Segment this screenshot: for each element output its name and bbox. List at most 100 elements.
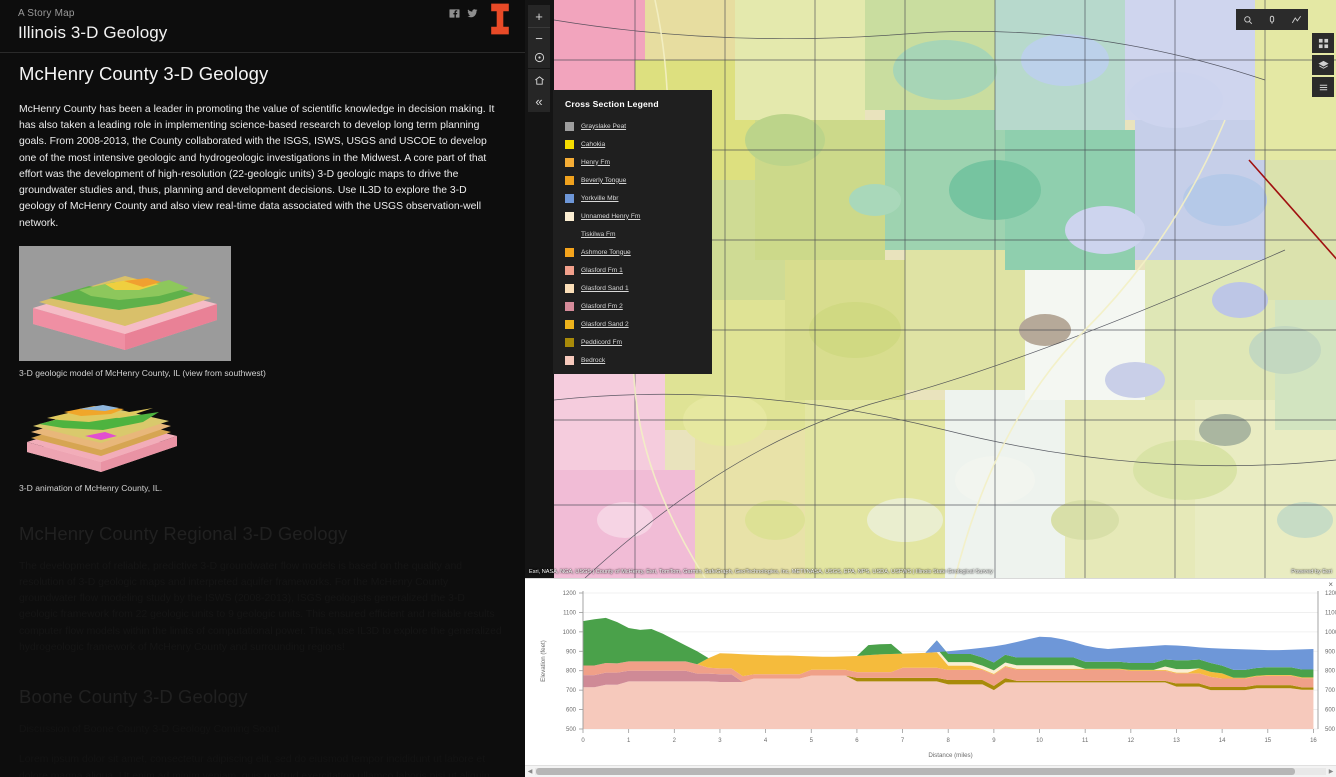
- illinois-logo-icon: [491, 3, 509, 35]
- story-title: Illinois 3-D Geology: [18, 23, 168, 42]
- legend-item[interactable]: Beverly Tongue: [565, 171, 702, 189]
- map-attribution: Esri, NASA, NGA, USGS | County of McHenr…: [525, 566, 1336, 578]
- legend-item-label[interactable]: Bedrock: [581, 356, 606, 364]
- x-tick-label: 8: [947, 738, 951, 744]
- scrollbar-track[interactable]: [535, 768, 1326, 775]
- story-body: McHenry County 3-D Geology McHenry Count…: [0, 53, 525, 777]
- legend-list-icon[interactable]: [1312, 77, 1334, 97]
- figure-geologic-model: 3-D geologic model of McHenry County, IL…: [19, 245, 503, 378]
- geologic-block-model-graphic: [33, 275, 217, 350]
- section-paragraph: Discussion of Boone County 3-D Geology C…: [19, 724, 280, 736]
- x-tick-label: 14: [1219, 738, 1226, 744]
- zoom-out-button[interactable]: −: [528, 27, 550, 49]
- navigation-controls: [528, 46, 550, 92]
- zoom-in-button[interactable]: +: [528, 5, 550, 27]
- x-tick-label: 7: [901, 738, 905, 744]
- legend-item[interactable]: Glasford Sand 1: [565, 279, 702, 297]
- legend-item-label[interactable]: Glasford Sand 2: [581, 320, 629, 328]
- legend-item-label[interactable]: Yorkville Mbr: [581, 194, 619, 202]
- y-tick-label: 1200: [563, 591, 577, 597]
- legend-item-label[interactable]: Henry Fm: [581, 158, 610, 166]
- x-tick-label: 6: [855, 738, 859, 744]
- legend-item[interactable]: Bedrock: [565, 351, 702, 369]
- y-tick-label-right: 1000: [1325, 630, 1336, 636]
- layers-icon[interactable]: [1312, 55, 1334, 75]
- profile-line-icon[interactable]: [1284, 9, 1308, 30]
- x-tick-label: 2: [673, 738, 677, 744]
- legend-item-label[interactable]: Ashmore Tongue: [581, 248, 631, 256]
- x-tick-label: 12: [1127, 738, 1134, 744]
- y-tick-label: 1100: [563, 610, 577, 616]
- legend-title: Cross Section Legend: [565, 99, 659, 109]
- legend-item[interactable]: Yorkville Mbr: [565, 189, 702, 207]
- scrollbar-thumb[interactable]: [536, 768, 1296, 775]
- x-tick-label: 0: [581, 738, 585, 744]
- home-icon[interactable]: [528, 69, 550, 91]
- legend-item-label[interactable]: Peddicord Fm: [581, 338, 623, 346]
- facebook-icon[interactable]: [449, 8, 460, 19]
- legend-swatch: [565, 211, 574, 221]
- measure-icon[interactable]: [1260, 9, 1284, 30]
- y-axis-title: Elevation (feet): [540, 640, 547, 682]
- compass-icon[interactable]: [528, 46, 550, 68]
- chart-tick-labels: 5005006006007007008008009009001000100011…: [540, 591, 1336, 759]
- collapse-legend-button[interactable]: «: [528, 90, 550, 112]
- legend-item[interactable]: Glasford Sand 2: [565, 315, 702, 333]
- legend-swatch: [565, 337, 574, 347]
- y-tick-label-right: 700: [1325, 688, 1336, 694]
- x-tick-label: 4: [764, 738, 768, 744]
- legend-item-label[interactable]: Grayslake Peat: [581, 122, 627, 130]
- elevation-profile-chart[interactable]: 5005006006007007008008009009001000100011…: [525, 581, 1336, 763]
- legend-item-label[interactable]: Glasford Fm 1: [581, 266, 623, 274]
- legend-item[interactable]: Ashmore Tongue: [565, 243, 702, 261]
- legend-swatch: [565, 355, 574, 365]
- y-tick-label: 600: [566, 708, 577, 714]
- x-tick-label: 10: [1036, 738, 1043, 744]
- legend-item-label[interactable]: Glasford Sand 1: [581, 284, 629, 292]
- legend-swatch: [565, 121, 574, 131]
- figure-image-3d-model[interactable]: [19, 245, 231, 361]
- legend-item[interactable]: Cahokia: [565, 135, 702, 153]
- legend-item-label[interactable]: Unnamed Henry Fm: [581, 212, 641, 220]
- legend-item-label[interactable]: Cahokia: [581, 140, 606, 148]
- legend-item[interactable]: Peddicord Fm: [565, 333, 702, 351]
- y-tick-label-right: 800: [1325, 669, 1336, 675]
- search-icon[interactable]: [1236, 9, 1260, 30]
- legend-item[interactable]: Unnamed Henry Fm: [565, 207, 702, 225]
- x-tick-label: 16: [1310, 738, 1317, 744]
- chart-axes: [582, 591, 1319, 729]
- x-tick-label: 13: [1173, 738, 1180, 744]
- map-view[interactable]: + − «: [525, 0, 1336, 578]
- legend-swatch: [565, 265, 574, 275]
- legend-item[interactable]: Glasford Fm 1: [565, 261, 702, 279]
- legend-swatch: [565, 247, 574, 257]
- legend-item[interactable]: Grayslake Peat: [565, 117, 702, 135]
- legend-item[interactable]: Glasford Fm 2: [565, 297, 702, 315]
- legend-item-label[interactable]: Tiskilwa Fm: [581, 230, 616, 238]
- map-top-toolbar: [1236, 9, 1308, 30]
- close-icon[interactable]: ×: [1328, 580, 1333, 589]
- x-tick-label: 1: [627, 738, 631, 744]
- legend-item[interactable]: Henry Fm: [565, 153, 702, 171]
- scroll-right-arrow[interactable]: ▶: [1328, 769, 1334, 775]
- story-title-row: Illinois 3-D Geology: [0, 19, 525, 53]
- y-tick-label: 900: [566, 649, 577, 655]
- twitter-icon[interactable]: [467, 8, 478, 19]
- x-tick-label: 15: [1264, 738, 1271, 744]
- section-paragraph: Lorem ipsum dolor sit amet, consectetur …: [19, 754, 490, 777]
- legend-item[interactable]: Tiskilwa Fm: [565, 225, 702, 243]
- legend-swatch: [565, 157, 574, 167]
- chart-horizontal-scrollbar[interactable]: ◀ ▶: [525, 765, 1336, 777]
- story-header: A Story Map: [0, 0, 525, 19]
- legend-item-label[interactable]: Beverly Tongue: [581, 176, 627, 184]
- figure-image-3d-animation[interactable]: [19, 398, 184, 476]
- legend-list: Grayslake Peat Cahokia Henry Fm Beverly Ton…: [565, 117, 702, 369]
- y-tick-label-right: 600: [1325, 708, 1336, 714]
- figure-caption: 3-D geologic model of McHenry County, IL…: [19, 367, 266, 378]
- x-tick-label: 9: [992, 738, 996, 744]
- legend-item-label[interactable]: Glasford Fm 2: [581, 302, 623, 310]
- scroll-left-arrow[interactable]: ◀: [527, 769, 533, 775]
- y-tick-label: 1000: [563, 630, 577, 636]
- map-column: + − «: [525, 0, 1336, 777]
- basemap-gallery-icon[interactable]: [1312, 33, 1334, 53]
